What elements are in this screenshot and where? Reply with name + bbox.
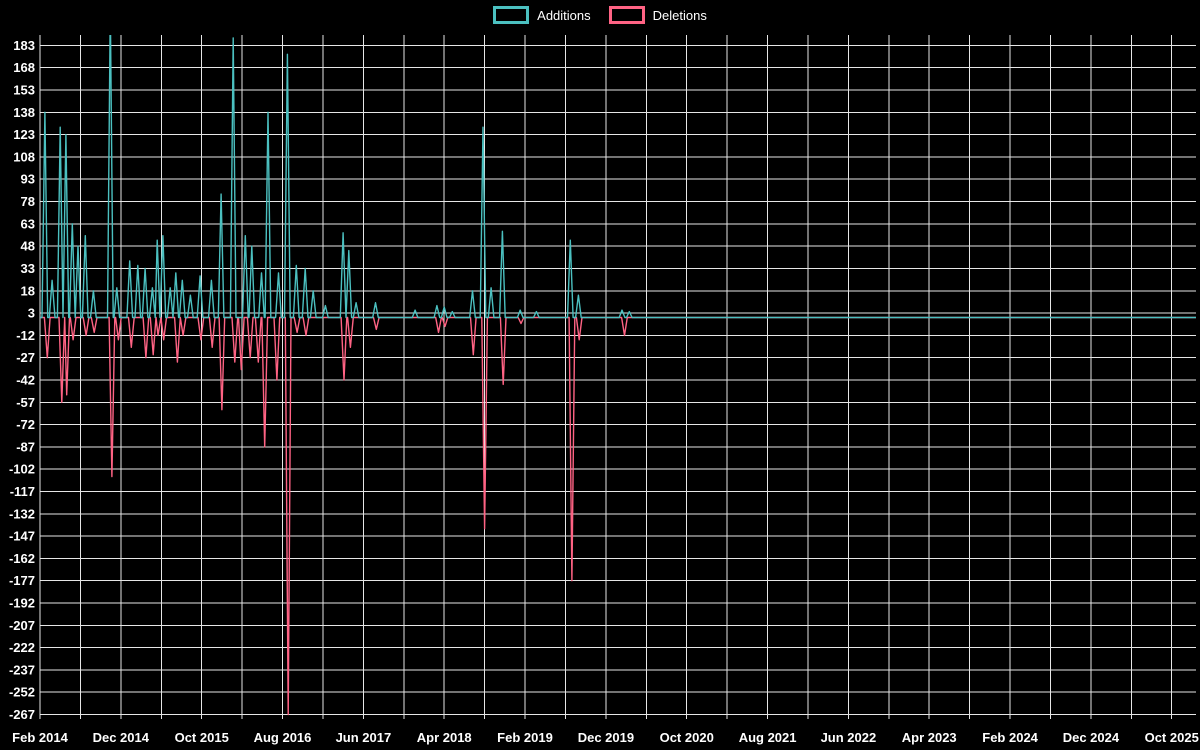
y-tick-label: -267 [9,707,35,722]
y-tick-label: 183 [13,38,35,53]
y-tick-label: 33 [21,261,35,276]
y-tick-label: -132 [9,506,35,521]
x-tick-label: Dec 2014 [93,730,150,745]
y-tick-label: -207 [9,618,35,633]
y-tick-label: 18 [21,283,35,298]
deletions-legend-label: Deletions [652,7,707,23]
x-tick-label: Apr 2023 [902,730,957,745]
y-tick-label: 3 [28,306,35,321]
y-tick-label: -117 [10,484,35,499]
gridlines [39,35,1196,719]
y-tick-label: -147 [9,529,35,544]
x-tick-label: Oct 2025 [1145,730,1199,745]
y-tick-label: -102 [9,462,35,477]
y-tick-label: 168 [13,60,35,75]
y-tick-label: 48 [21,239,35,254]
y-tick-label: 63 [21,216,35,231]
x-tick-label: Jun 2022 [821,730,877,745]
x-tick-label: Jun 2017 [336,730,392,745]
x-tick-label: Feb 2024 [982,730,1038,745]
series-lines [40,35,1196,716]
deletions-line [40,316,1196,716]
x-axis-labels: Feb 2014 Dec 2014 Oct 2015 Aug 2016 Jun 2017… [12,730,1199,745]
legend-item-additions[interactable]: Additions [493,6,591,24]
y-tick-label: -87 [16,439,35,454]
additions-line [40,35,1196,319]
y-tick-label: -192 [9,596,35,611]
x-tick-label: Oct 2015 [175,730,229,745]
y-tick-label: -72 [16,417,35,432]
y-tick-label: 138 [13,105,35,120]
x-tick-label: Oct 2020 [660,730,714,745]
y-tick-label: 153 [13,83,35,98]
x-tick-label: Apr 2018 [417,730,472,745]
y-tick-label: 108 [13,149,35,164]
legend-item-deletions[interactable]: Deletions [608,6,707,24]
y-tick-label: 123 [13,127,35,142]
x-tick-label: Feb 2014 [12,730,68,745]
x-tick-label: Aug 2021 [739,730,797,745]
x-tick-label: Feb 2019 [497,730,553,745]
y-tick-label: -177 [9,573,35,588]
y-tick-label: 93 [21,172,35,187]
x-tick-label: Dec 2024 [1063,730,1120,745]
y-tick-label: -252 [9,685,35,700]
y-tick-label: -237 [9,662,35,677]
y-tick-label: -12 [16,328,35,343]
y-tick-label: -57 [16,395,35,410]
y-tick-label: -42 [16,373,35,388]
y-tick-label: 78 [21,194,35,209]
y-tick-label: -222 [9,640,35,655]
additions-legend-label: Additions [537,7,591,23]
x-tick-label: Dec 2019 [578,730,634,745]
deletions-legend-swatch [608,6,645,24]
x-tick-label: Aug 2016 [254,730,312,745]
y-tick-label: -27 [16,350,35,365]
y-tick-label: -162 [9,551,35,566]
additions-legend-swatch [493,6,530,24]
chart-legend: Additions Deletions [0,6,1200,24]
y-axis-labels: 1831681531381231089378634833183-12-27-42… [9,38,35,722]
